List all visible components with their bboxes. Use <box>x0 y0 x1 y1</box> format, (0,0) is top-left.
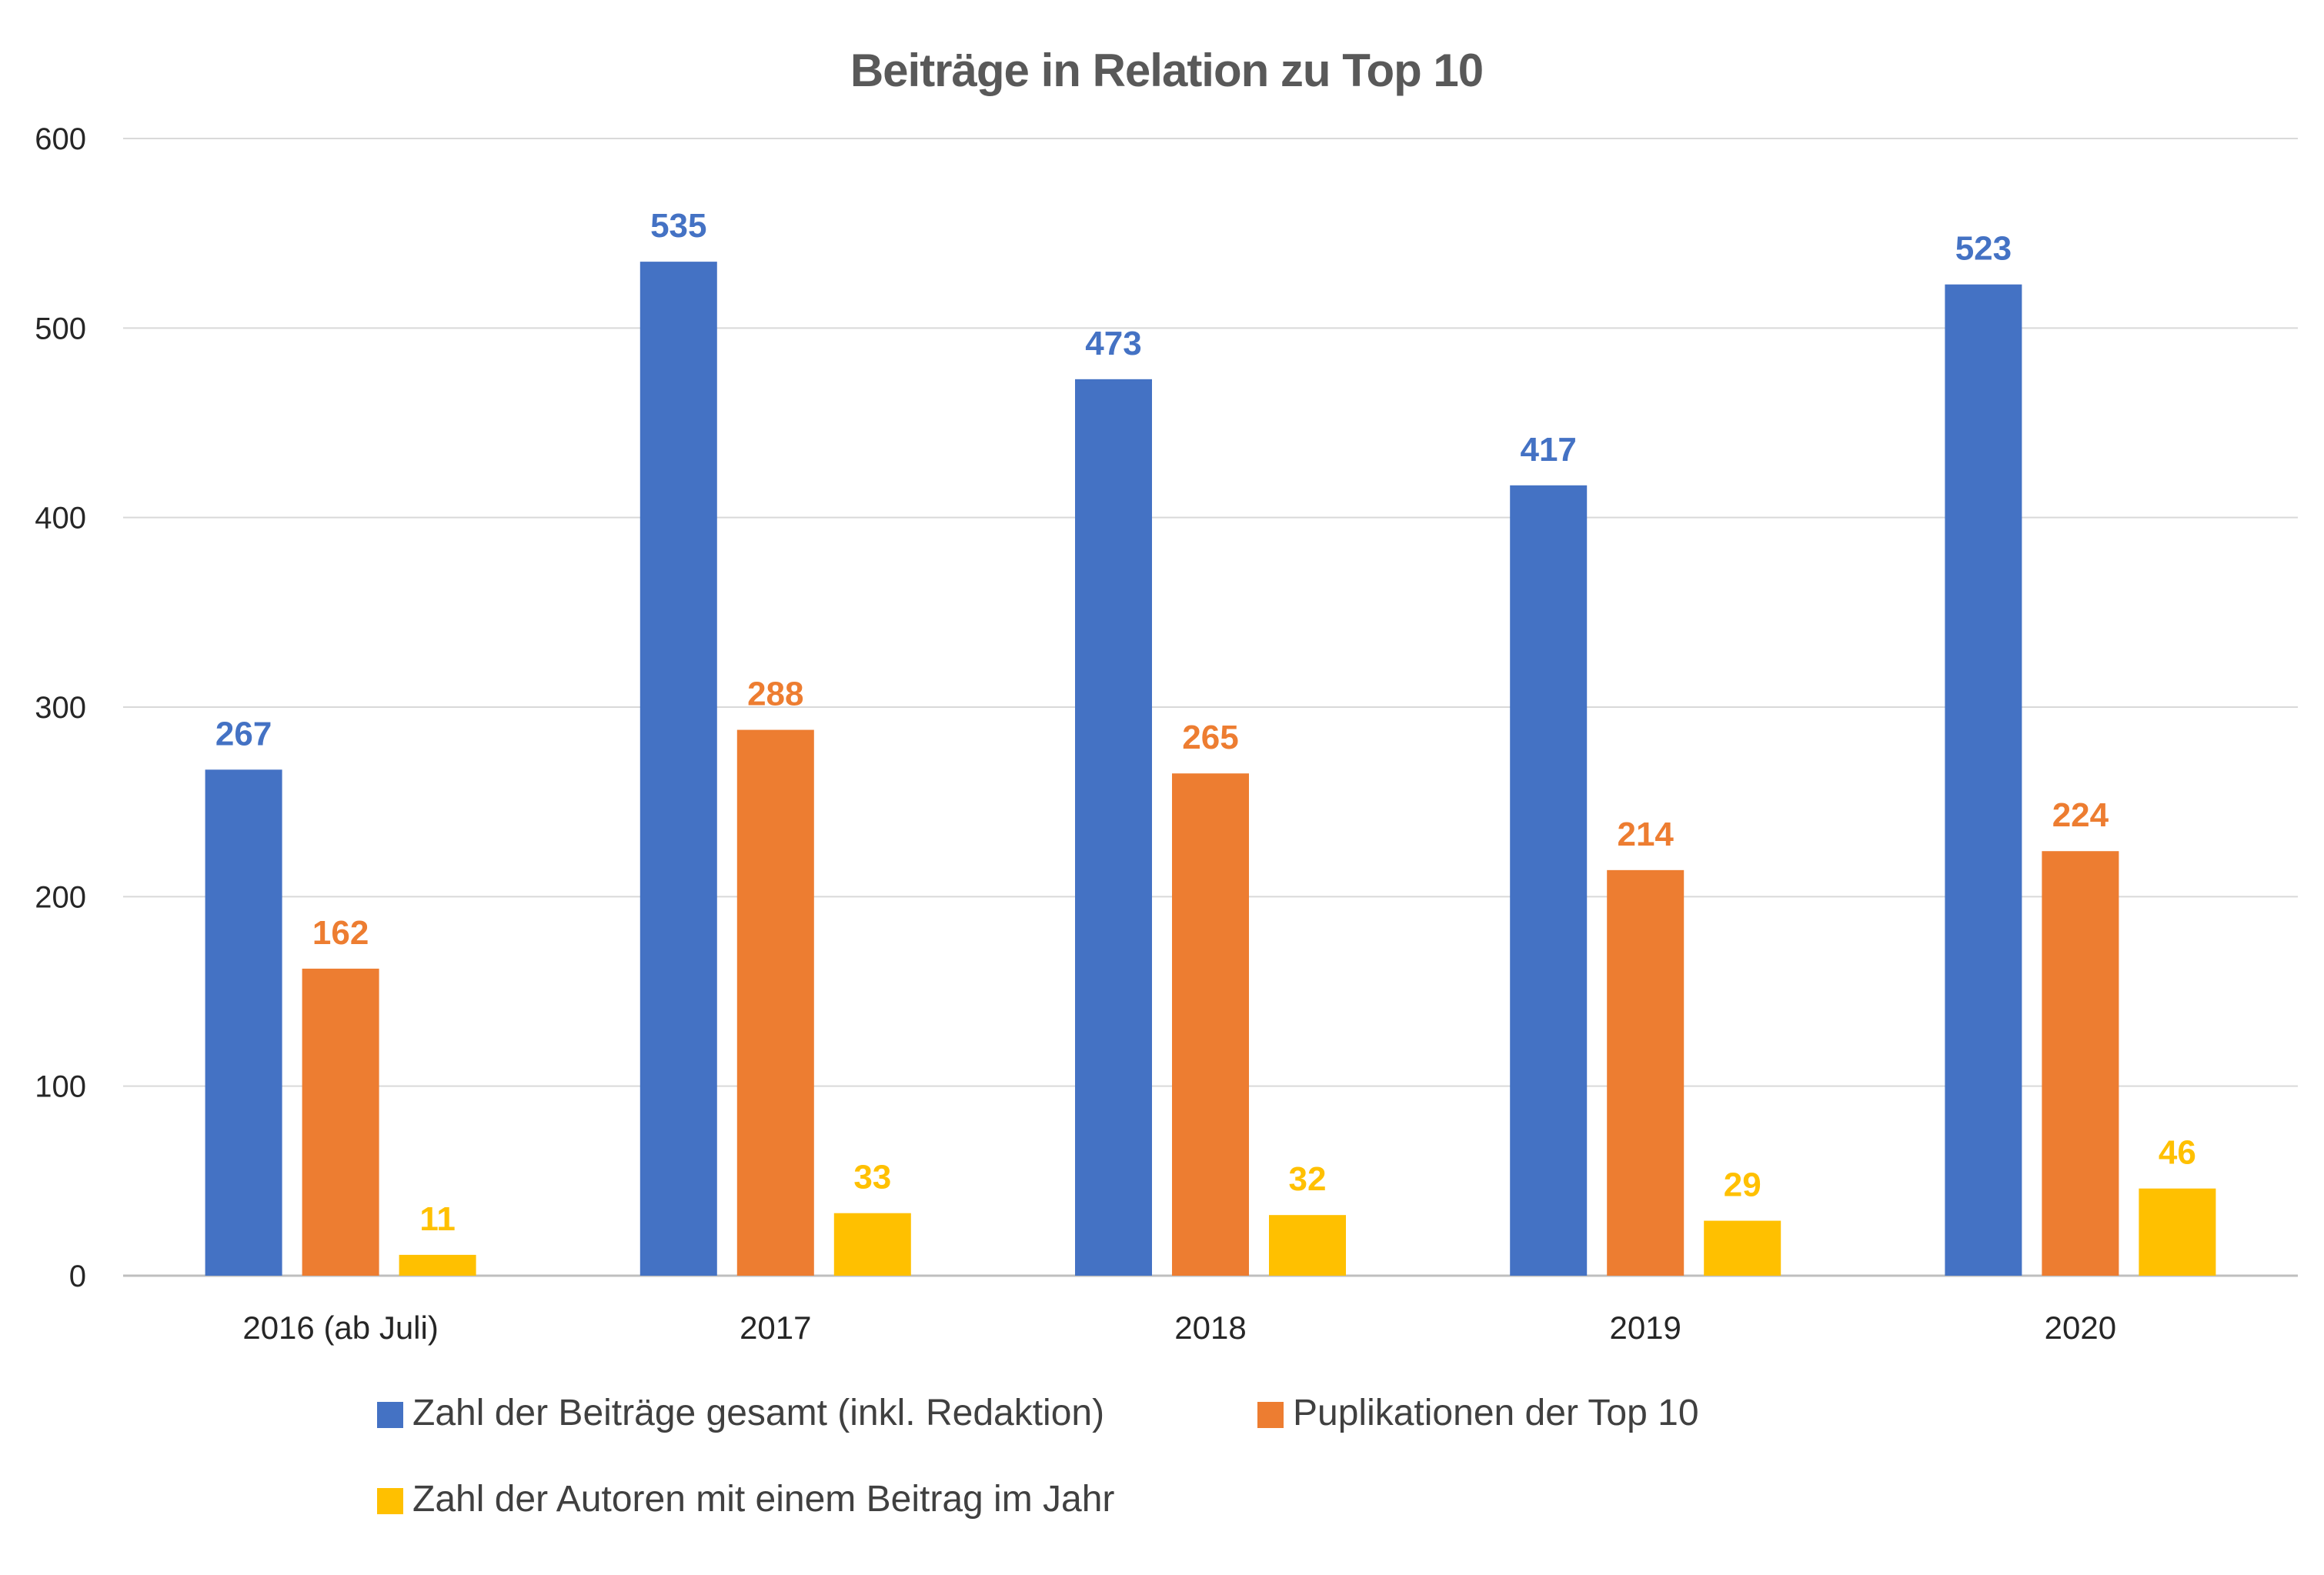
x-tick-label: 2016 (ab Juli) <box>242 1310 438 1346</box>
data-label: 417 <box>1520 431 1576 469</box>
y-tick-label: 600 <box>35 122 86 156</box>
y-tick-label: 100 <box>35 1070 86 1104</box>
bar-series-3-cat-5 <box>2139 1188 2216 1276</box>
y-tick-label: 200 <box>35 880 86 914</box>
bar-series-1-cat-2 <box>639 262 717 1276</box>
chart-title: Beiträge in Relation zu Top 10 <box>850 45 1483 96</box>
data-label: 32 <box>1289 1160 1327 1198</box>
bars <box>205 262 2216 1276</box>
data-label: 29 <box>1724 1166 1761 1204</box>
legend-swatch <box>1257 1402 1284 1428</box>
x-tick-label: 2020 <box>2045 1310 2116 1346</box>
x-axis-tick-labels: 2016 (ab Juli) 2017 2018 2019 2020 <box>242 1310 2116 1346</box>
legend-swatch <box>377 1402 403 1428</box>
bar-series-3-cat-1 <box>399 1254 476 1276</box>
x-tick-label: 2017 <box>740 1310 811 1346</box>
bar-series-3-cat-4 <box>1704 1220 1781 1276</box>
bar-series-1-cat-4 <box>1510 485 1588 1276</box>
bar-series-2-cat-2 <box>736 729 814 1276</box>
legend-label: Zahl der Autoren mit einem Beitrag im Ja… <box>412 1479 1114 1520</box>
data-label: 33 <box>853 1159 891 1196</box>
x-tick-label: 2019 <box>1609 1310 1681 1346</box>
gridlines <box>123 138 2298 1277</box>
y-tick-label: 300 <box>35 691 86 725</box>
data-label: 267 <box>215 715 272 752</box>
legend-label: Zahl der Beiträge gesamt (inkl. Redaktio… <box>412 1393 1104 1433</box>
x-tick-label: 2018 <box>1174 1310 1246 1346</box>
y-axis-tick-labels: 0 100 200 300 400 500 600 <box>35 122 86 1293</box>
legend-label: Puplikationen der Top 10 <box>1293 1393 1699 1433</box>
data-label: 288 <box>747 676 803 713</box>
data-labels: 267 162 11 535 288 33 473 265 32 417 214 29 523 224 46 <box>215 207 2196 1238</box>
y-tick-label: 0 <box>69 1260 86 1293</box>
bar-series-2-cat-5 <box>2042 851 2119 1276</box>
data-label: 523 <box>1955 230 2012 268</box>
data-label: 535 <box>650 207 706 245</box>
legend: Zahl der Beiträge gesamt (inkl. Redaktio… <box>377 1393 1699 1520</box>
bar-series-2-cat-3 <box>1172 773 1249 1276</box>
bar-series-1-cat-5 <box>1945 284 2022 1276</box>
data-label: 214 <box>1617 816 1674 853</box>
bar-series-3-cat-2 <box>833 1213 911 1276</box>
bar-series-2-cat-1 <box>302 968 379 1276</box>
y-tick-label: 400 <box>35 502 86 536</box>
data-label: 46 <box>2159 1134 2196 1172</box>
bar-series-1-cat-3 <box>1075 379 1152 1276</box>
data-label: 473 <box>1085 325 1141 362</box>
data-label: 11 <box>419 1200 456 1238</box>
bar-series-1-cat-1 <box>205 769 282 1276</box>
bar-series-2-cat-4 <box>1607 869 1685 1276</box>
bar-series-3-cat-3 <box>1269 1215 1346 1276</box>
data-label: 265 <box>1182 719 1238 756</box>
y-tick-label: 500 <box>35 312 86 345</box>
legend-swatch <box>377 1488 403 1514</box>
data-label: 224 <box>2052 796 2109 834</box>
data-label: 162 <box>312 914 369 952</box>
